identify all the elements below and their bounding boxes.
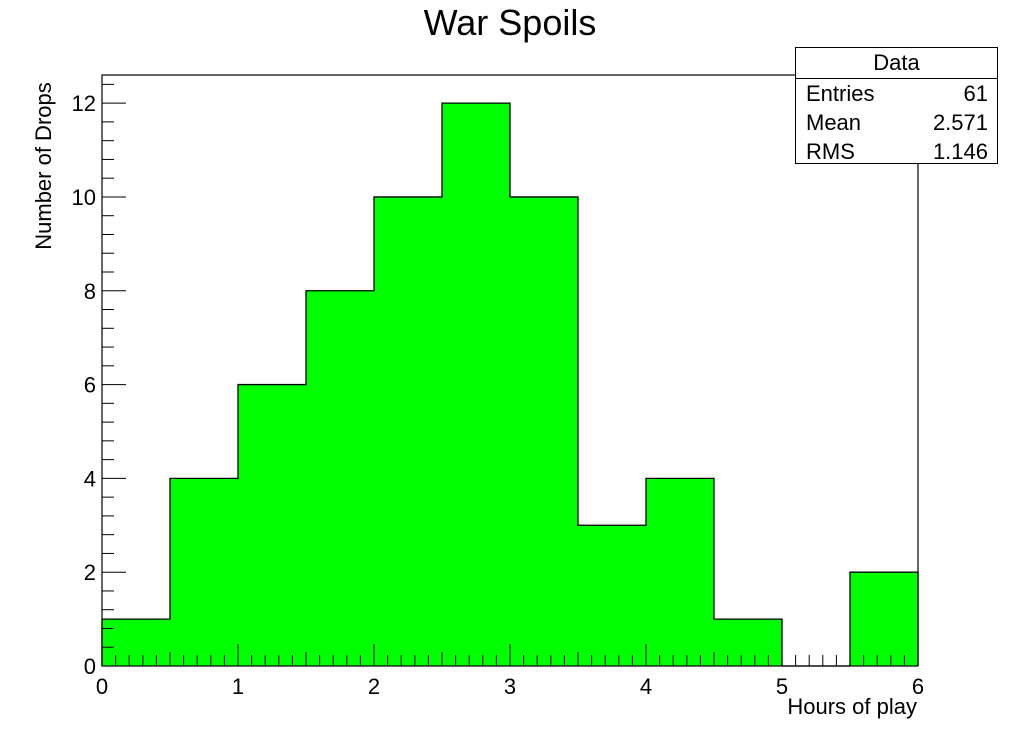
y-tick-label: 6 bbox=[84, 373, 96, 398]
x-tick-label: 0 bbox=[96, 674, 108, 699]
stats-box-title: Data bbox=[796, 48, 997, 79]
histogram-bar bbox=[714, 619, 782, 666]
stats-value: 2.571 bbox=[932, 110, 988, 135]
y-tick-label: 10 bbox=[72, 185, 96, 210]
histogram-bar bbox=[510, 196, 578, 666]
x-tick-label: 2 bbox=[368, 674, 380, 699]
stats-row-entries: Entries 61 bbox=[796, 79, 997, 108]
y-axis-label: Number of Drops bbox=[31, 82, 56, 250]
histogram-bar bbox=[102, 619, 170, 666]
histogram-bar bbox=[646, 478, 714, 666]
x-axis-label: Hours of play bbox=[787, 694, 917, 719]
histogram-bar bbox=[578, 525, 646, 666]
y-tick-label: 8 bbox=[84, 279, 96, 304]
stats-label: RMS bbox=[806, 139, 855, 164]
x-tick-label: 3 bbox=[504, 674, 516, 699]
y-tick-label: 12 bbox=[72, 91, 96, 116]
histogram-bar bbox=[170, 478, 238, 666]
chart-title: War Spoils bbox=[423, 2, 597, 43]
x-tick-label: 5 bbox=[776, 674, 788, 699]
y-tick-label: 2 bbox=[84, 560, 96, 585]
stats-value: 61 bbox=[963, 81, 988, 106]
x-tick-label: 6 bbox=[912, 674, 924, 699]
y-tick-label: 4 bbox=[84, 466, 96, 491]
stats-box: Data Entries 61 Mean 2.571 RMS 1.146 bbox=[795, 47, 998, 164]
stats-label: Mean bbox=[806, 110, 862, 135]
histogram-bar bbox=[374, 196, 442, 666]
histogram-bar bbox=[442, 103, 510, 666]
stats-row-rms: RMS 1.146 bbox=[796, 137, 997, 166]
histogram-bar bbox=[238, 384, 306, 666]
stats-label: Entries bbox=[806, 81, 875, 106]
x-tick-label: 1 bbox=[232, 674, 244, 699]
stats-value: 1.146 bbox=[932, 139, 988, 164]
x-tick-label: 4 bbox=[640, 674, 652, 699]
stats-row-mean: Mean 2.571 bbox=[796, 108, 997, 137]
y-tick-label: 0 bbox=[84, 654, 96, 679]
histogram-bar bbox=[306, 290, 374, 666]
histogram-bar bbox=[850, 572, 918, 666]
